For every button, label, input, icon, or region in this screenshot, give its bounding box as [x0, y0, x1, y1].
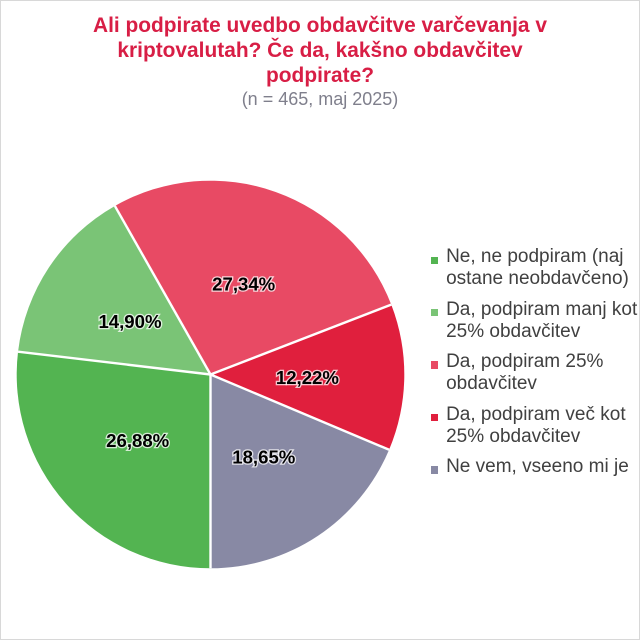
svg-text:26,88%: 26,88%	[106, 430, 170, 451]
svg-text:18,65%: 18,65%	[232, 446, 296, 467]
svg-text:27,34%: 27,34%	[212, 273, 276, 294]
svg-text:14,90%: 14,90%	[98, 311, 162, 332]
svg-text:12,22%: 12,22%	[276, 367, 340, 388]
